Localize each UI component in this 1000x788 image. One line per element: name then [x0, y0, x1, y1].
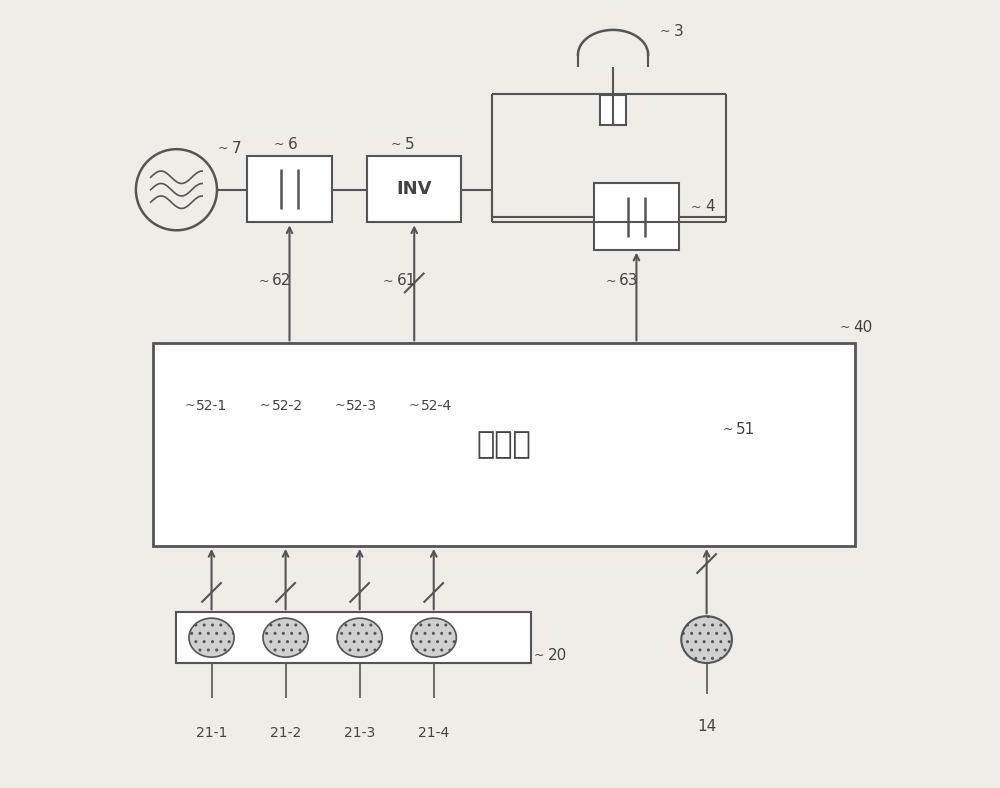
Bar [367, 156, 461, 222]
Text: 52-1: 52-1 [196, 399, 227, 413]
Text: 3: 3 [674, 24, 684, 39]
Bar [594, 184, 679, 250]
Text: 21-3: 21-3 [344, 727, 375, 740]
Text: 21-2: 21-2 [270, 727, 301, 740]
Bar [153, 344, 855, 546]
Ellipse shape [337, 618, 382, 657]
Text: 6: 6 [288, 137, 298, 152]
Ellipse shape [411, 618, 456, 657]
Text: 21-1: 21-1 [196, 727, 227, 740]
Ellipse shape [263, 618, 308, 657]
Text: ~: ~ [605, 274, 616, 288]
Text: 40: 40 [853, 320, 872, 335]
Text: 控制器: 控制器 [477, 430, 531, 459]
Text: ~: ~ [409, 400, 419, 412]
Text: ~: ~ [534, 649, 544, 662]
Text: 21-4: 21-4 [418, 727, 449, 740]
Text: 62: 62 [272, 273, 292, 288]
Text: ~: ~ [260, 400, 270, 412]
Text: ~: ~ [691, 200, 702, 214]
Text: ~: ~ [660, 25, 670, 38]
Text: 14: 14 [697, 719, 716, 734]
Text: 61: 61 [397, 273, 416, 288]
Text: ~: ~ [258, 274, 269, 288]
Text: ~: ~ [391, 138, 401, 151]
Text: 7: 7 [232, 141, 241, 156]
Text: 52-3: 52-3 [346, 399, 378, 413]
Text: ~: ~ [839, 322, 850, 334]
Text: 52-4: 52-4 [420, 399, 452, 413]
Text: 63: 63 [619, 273, 639, 288]
Text: ~: ~ [335, 400, 345, 412]
Text: ~: ~ [722, 422, 733, 436]
Text: 20: 20 [548, 648, 567, 663]
Ellipse shape [189, 618, 234, 657]
Text: ~: ~ [383, 274, 394, 288]
Text: 4: 4 [705, 199, 715, 214]
Text: 5: 5 [405, 137, 415, 152]
Text: INV: INV [396, 180, 432, 199]
Text: ~: ~ [218, 142, 228, 155]
Text: 52-2: 52-2 [272, 399, 303, 413]
Ellipse shape [681, 616, 732, 663]
Bar [247, 156, 332, 222]
Bar [176, 612, 531, 663]
Text: 51: 51 [736, 422, 755, 437]
Bar [600, 95, 626, 125]
Text: ~: ~ [184, 400, 195, 412]
Text: ~: ~ [274, 138, 284, 151]
